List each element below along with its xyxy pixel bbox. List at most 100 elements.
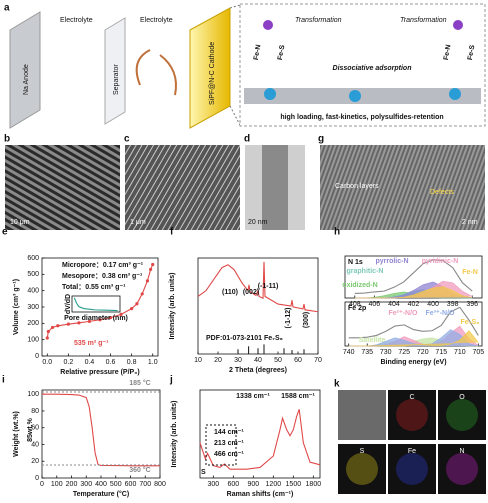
x-tick-label: 404 [388, 301, 400, 308]
x-tick-label: 20 [214, 357, 222, 364]
x-tick-label: 396 [466, 301, 478, 308]
panel-title: Fe 2p [348, 305, 366, 312]
layer-label: Electrolyte [140, 17, 173, 24]
data-point [145, 279, 150, 283]
data-point [108, 316, 113, 320]
layer-label: SiPF@N-C Cathode [209, 42, 216, 105]
panel-label: b [4, 134, 10, 145]
component-label: graphitic-N [347, 268, 384, 275]
y-axis-label: dV/dD [65, 294, 72, 314]
annotation: 1338 cm⁻¹ [236, 393, 270, 400]
annotation: 144 cm⁻¹ [214, 429, 244, 436]
map-signal [446, 399, 478, 431]
data-point [46, 329, 50, 334]
scale-bar-label: 10 μm [10, 219, 30, 226]
y-tick-label: 80 [31, 408, 39, 415]
x-tick-label: 300 [207, 481, 219, 488]
panel-label: a [4, 3, 10, 14]
scale-bar-label: 20 nm [248, 219, 268, 226]
x-tick-label: 500 [110, 481, 122, 488]
x-tick-label: 1800 [306, 481, 322, 488]
sem-image [125, 145, 240, 230]
component-label: Fe²⁺-N/O [389, 310, 419, 317]
y-tick-label: 500 [27, 271, 39, 278]
annotation: 85wt.% [27, 417, 34, 442]
x-tick-label: 0.6 [106, 359, 116, 366]
y-tick-label: 400 [27, 288, 39, 295]
component-label: Fe-N [462, 269, 478, 276]
y-axis-label: Weight (wt.%) [13, 411, 20, 457]
x-tick-label: 408 [349, 301, 361, 308]
bond: Fe-S [467, 44, 477, 60]
x-tick-label: 710 [454, 349, 466, 356]
layer-label: Separator [113, 64, 120, 95]
x-tick-label: 735 [361, 349, 373, 356]
map-tile [338, 444, 386, 494]
x-tick-label: 0.8 [127, 359, 137, 366]
x-tick-label: 0 [40, 481, 44, 488]
data-line [46, 264, 154, 339]
x-axis-label: 2 Theta (degrees) [229, 367, 287, 374]
caption: high loading, fast-kinetics, polysulfide… [280, 114, 443, 121]
element-label: S [360, 448, 365, 455]
x-tick-label: 100 [51, 481, 63, 488]
element-label: O [459, 394, 465, 401]
x-tick-label: 1200 [266, 481, 282, 488]
annotation: Total：0.55 cm³ g⁻¹ [62, 284, 126, 291]
y-tick-label: 40 [31, 441, 39, 448]
annotation: Micropore：0.17 cm³ g⁻¹ [62, 262, 144, 269]
map-signal [396, 399, 428, 431]
x-tick-label: 715 [435, 349, 447, 356]
x-tick-label: 1.0 [148, 359, 158, 366]
note: Carbon layers [335, 183, 379, 190]
annotation: (300) [303, 312, 310, 328]
data-point [98, 318, 102, 322]
x-tick-label: 600 [227, 481, 239, 488]
map-tile [438, 390, 486, 440]
y-tick-label: 60 [31, 425, 39, 432]
component-label: pyrrolic-N [375, 258, 408, 265]
component-label: Fe³⁺-N/O [426, 310, 456, 317]
annotation: (002) [243, 289, 259, 296]
panel-label: k [334, 379, 340, 390]
connector [229, 105, 241, 126]
annotation: 466 cm⁻¹ [214, 451, 244, 458]
x-axis-label: Relative pressure (P/P₀) [60, 369, 139, 376]
data-point [50, 325, 55, 330]
panel-label: i [2, 375, 5, 386]
y-axis-label: Intensity (arb. units) [169, 273, 176, 340]
data-line [348, 306, 479, 339]
panel-label: g [318, 134, 324, 145]
data-point [87, 319, 92, 323]
data-point [56, 324, 60, 328]
x-tick-label: 200 [66, 481, 78, 488]
annotation: 213 cm⁻¹ [214, 440, 244, 447]
layer-label: Electrolyte [60, 17, 93, 24]
x-tick-label: 40 [254, 357, 262, 364]
x-tick-label: 50 [274, 357, 282, 364]
x-tick-label: 0.4 [85, 359, 95, 366]
data-point [119, 312, 123, 316]
annotation: (-1-11) [258, 283, 279, 290]
site [264, 88, 276, 100]
data-point [135, 302, 139, 306]
hrtem-image [320, 145, 485, 230]
note: Defects [430, 189, 454, 196]
site [449, 88, 461, 100]
data-point [149, 267, 153, 272]
y-axis-label: Volume (cm³ g⁻¹) [13, 279, 20, 335]
y-tick-label: 0 [35, 353, 39, 360]
anode [9, 11, 41, 129]
y-tick-label: 100 [27, 391, 39, 398]
x-tick-label: 10 [194, 357, 202, 364]
map-signal [346, 453, 378, 485]
x-tick-label: 70 [314, 357, 322, 364]
x-tick-label: 60 [294, 357, 302, 364]
y-tick-label: 0 [35, 475, 39, 482]
mechanism: Dissociative adsorption [333, 65, 412, 72]
molecule [453, 20, 463, 30]
y-tick-label: 300 [27, 304, 39, 311]
component-label: Satellite [359, 337, 386, 344]
map-signal [446, 453, 478, 485]
map-signal [396, 453, 428, 485]
